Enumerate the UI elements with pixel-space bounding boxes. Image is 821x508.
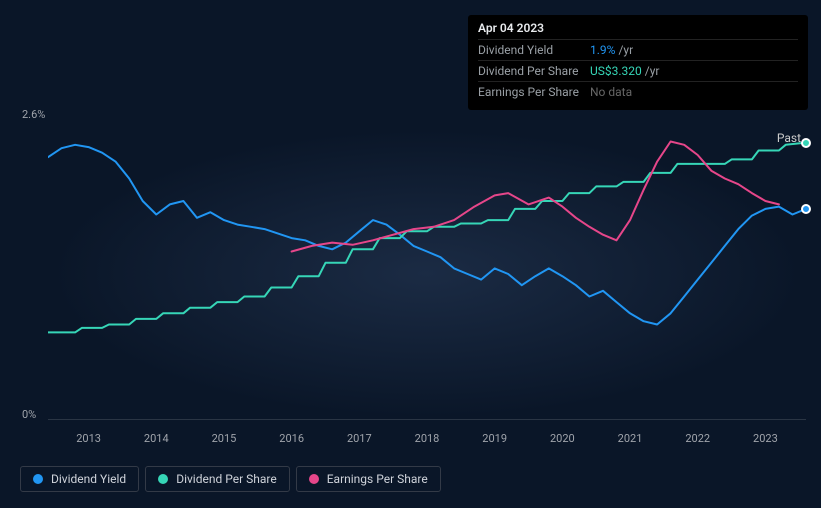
legend-label: Dividend Per Share <box>176 472 277 486</box>
tooltip-label: Dividend Yield <box>478 43 590 57</box>
chart-svg <box>48 128 806 420</box>
line-chart[interactable] <box>48 128 806 420</box>
tooltip-row: Earnings Per Share No data <box>478 81 798 102</box>
x-axis-tick: 2016 <box>279 432 304 445</box>
tooltip-value: No data <box>590 85 632 99</box>
tooltip-date: Apr 04 2023 <box>478 21 798 39</box>
x-axis: 2013 2014 2015 2016 2017 2018 2019 2020 2021 2022… <box>48 432 806 450</box>
legend-label: Dividend Yield <box>51 472 126 486</box>
y-axis-tick: 2.6% <box>22 108 45 121</box>
x-axis-tick: 2019 <box>482 432 507 445</box>
tooltip-value: 1.9%/yr <box>590 43 633 57</box>
legend-swatch <box>309 474 319 484</box>
legend-item-dividend-per-share[interactable]: Dividend Per Share <box>145 466 290 492</box>
legend-swatch <box>158 474 168 484</box>
hover-tooltip: Apr 04 2023 Dividend Yield 1.9%/yr Divid… <box>468 15 808 110</box>
x-axis-tick: 2022 <box>685 432 710 445</box>
legend-item-dividend-yield[interactable]: Dividend Yield <box>20 466 139 492</box>
series-dividend_per_share <box>48 143 806 333</box>
x-axis-tick: 2020 <box>550 432 575 445</box>
x-axis-tick: 2023 <box>753 432 778 445</box>
end-marker-dividend_yield <box>801 204 811 214</box>
series-dividend_yield <box>48 145 806 325</box>
x-axis-tick: 2018 <box>415 432 440 445</box>
series-earnings_per_share <box>292 142 779 252</box>
tooltip-value: US$3.320/yr <box>590 64 660 78</box>
past-label: Past <box>777 131 801 145</box>
end-marker-dividend_per_share <box>801 138 811 148</box>
x-axis-tick: 2014 <box>144 432 169 445</box>
legend-item-earnings-per-share[interactable]: Earnings Per Share <box>296 466 441 492</box>
legend-label: Earnings Per Share <box>327 472 428 486</box>
x-axis-tick: 2015 <box>212 432 237 445</box>
legend: Dividend Yield Dividend Per Share Earnin… <box>20 466 441 492</box>
x-axis-tick: 2013 <box>76 432 101 445</box>
tooltip-label: Earnings Per Share <box>478 85 590 99</box>
tooltip-row: Dividend Yield 1.9%/yr <box>478 39 798 60</box>
tooltip-row: Dividend Per Share US$3.320/yr <box>478 60 798 81</box>
y-axis-tick: 0% <box>22 408 36 421</box>
tooltip-label: Dividend Per Share <box>478 64 590 78</box>
x-axis-tick: 2017 <box>347 432 372 445</box>
x-axis-tick: 2021 <box>618 432 643 445</box>
legend-swatch <box>33 474 43 484</box>
